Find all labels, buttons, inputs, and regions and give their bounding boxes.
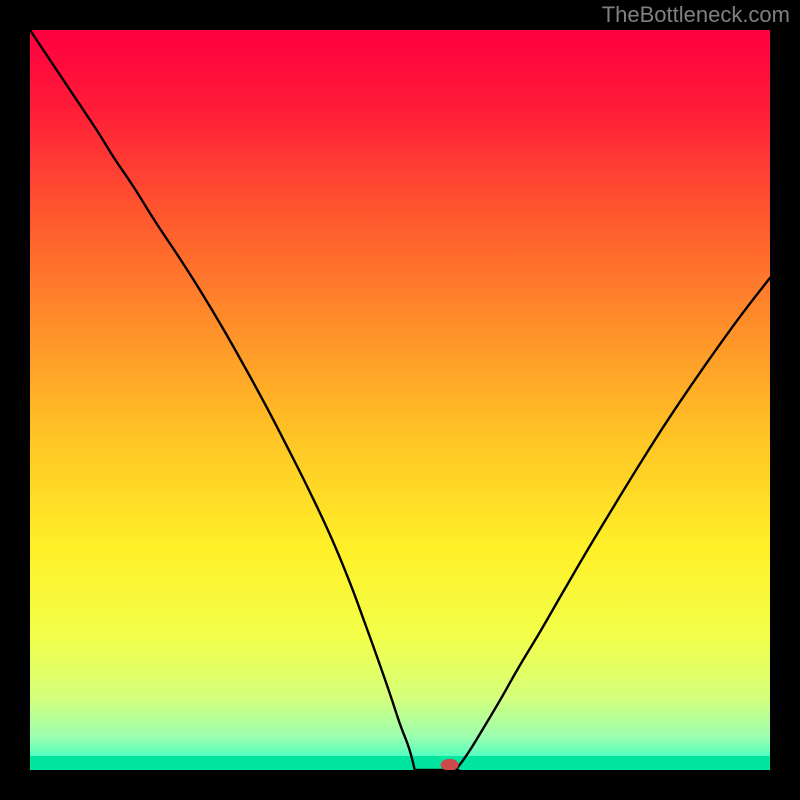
- bottleneck-chart: [0, 0, 800, 800]
- optimal-marker: [441, 759, 459, 771]
- chart-container: TheBottleneck.com: [0, 0, 800, 800]
- plot-background: [30, 30, 770, 770]
- watermark-text: TheBottleneck.com: [602, 2, 790, 28]
- bottom-band: [30, 756, 770, 770]
